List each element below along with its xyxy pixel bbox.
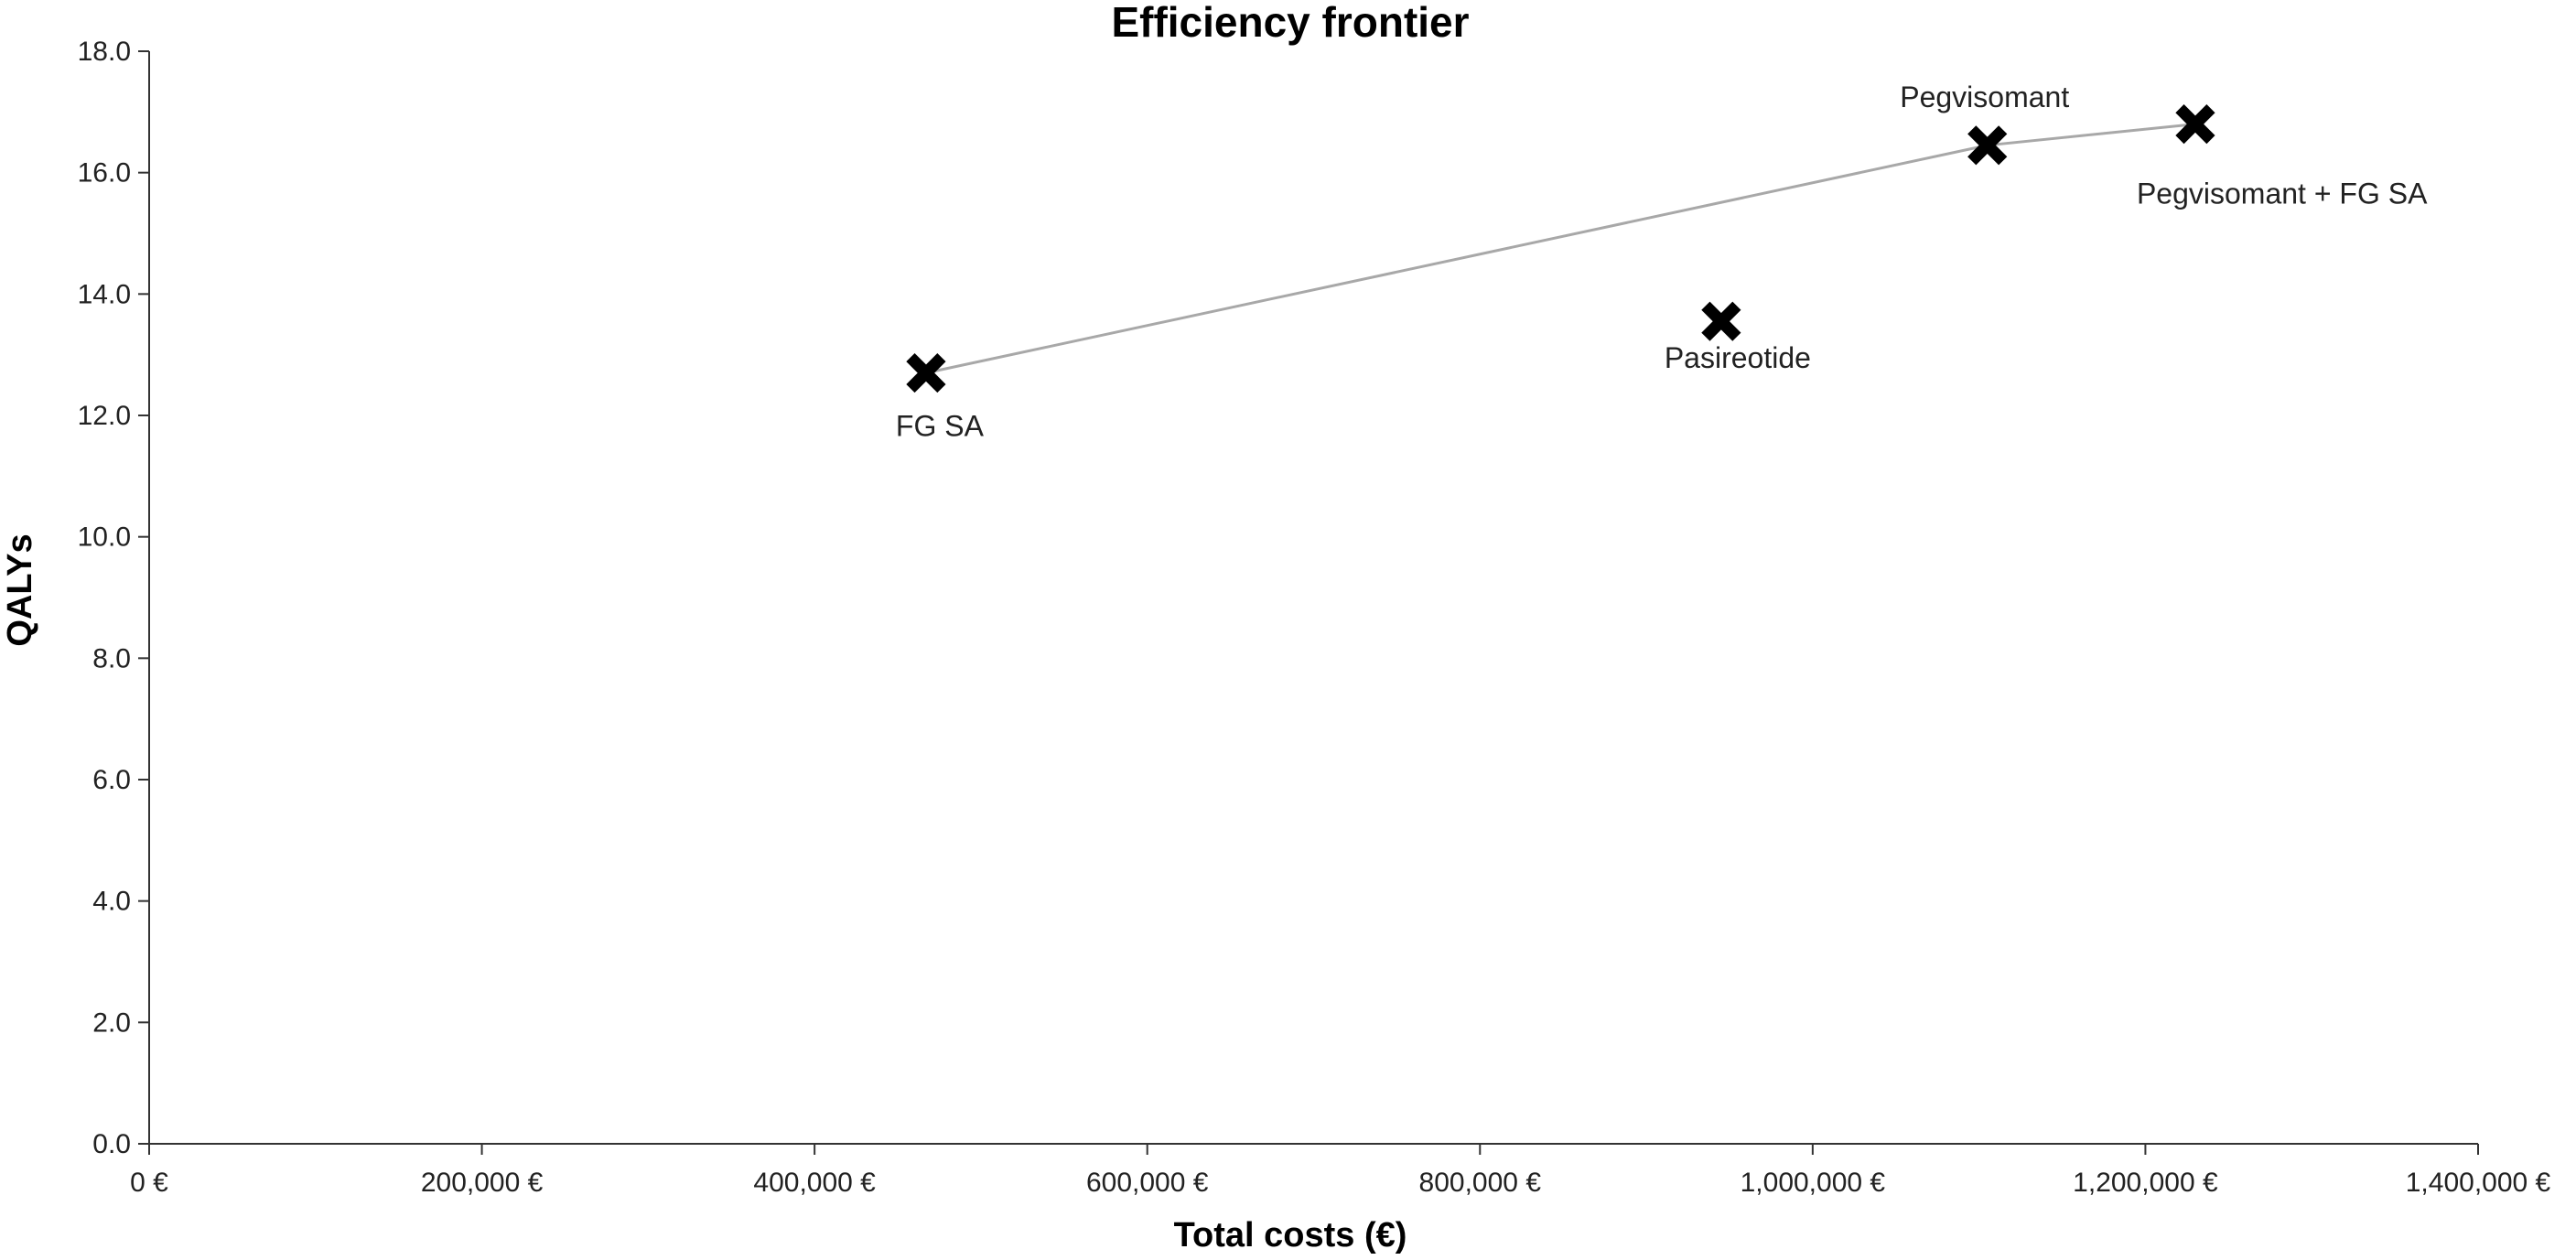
y-tick-label: 8.0 [92,643,131,673]
x-tick-label: 1,400,000 € [2406,1168,2551,1198]
points-layer: FG SA Pasireotide Pegvisomant Pegvisomant +… [896,81,2428,443]
data-point-label: FG SA [896,410,985,443]
axes: 0.0 2.0 4.0 6.0 8.0 10.0 12.0 14.0 16.0 18.0 0 € 20… [78,37,2551,1198]
data-point-marker [2175,104,2215,145]
data-point-marker [1967,125,2008,166]
y-axis-title: QALYs [1,533,39,646]
y-tick-label: 12.0 [78,401,131,431]
data-point-label: Pegvisomant + FG SA [2137,178,2428,210]
data-point-marker [1701,301,1741,341]
x-tick-label: 600,000 € [1086,1168,1209,1198]
x-tick-label: 800,000 € [1419,1168,1542,1198]
y-tick-label: 16.0 [78,158,131,188]
y-tick-label: 6.0 [92,765,131,795]
y-tick-label: 10.0 [78,522,131,553]
y-tick-label: 0.0 [92,1129,131,1159]
data-point-label: Pasireotide [1665,341,1811,374]
chart-title: Efficiency frontier [1111,0,1469,46]
marker-stroke [1967,125,2008,166]
x-tick-label: 400,000 € [753,1168,876,1198]
x-tick-label: 1,000,000 € [1741,1168,1886,1198]
frontier-layer [925,123,2196,375]
marker-stroke [906,352,946,393]
y-tick-label: 2.0 [92,1007,131,1038]
y-tick-label: 4.0 [92,887,131,917]
marker-stroke [1701,301,1741,341]
x-tick-label: 0 € [130,1168,168,1198]
data-point-label: Pegvisomant [1900,81,2069,113]
y-tick-label: 14.0 [78,279,131,309]
x-axis-title: Total costs (€) [1174,1216,1407,1255]
x-tick-label: 200,000 € [421,1168,544,1198]
marker-stroke [2175,104,2215,145]
data-point-marker [906,352,946,393]
x-tick-label: 1,200,000 € [2073,1168,2218,1198]
frontier-line [925,123,2196,375]
y-tick-label: 18.0 [78,37,131,67]
